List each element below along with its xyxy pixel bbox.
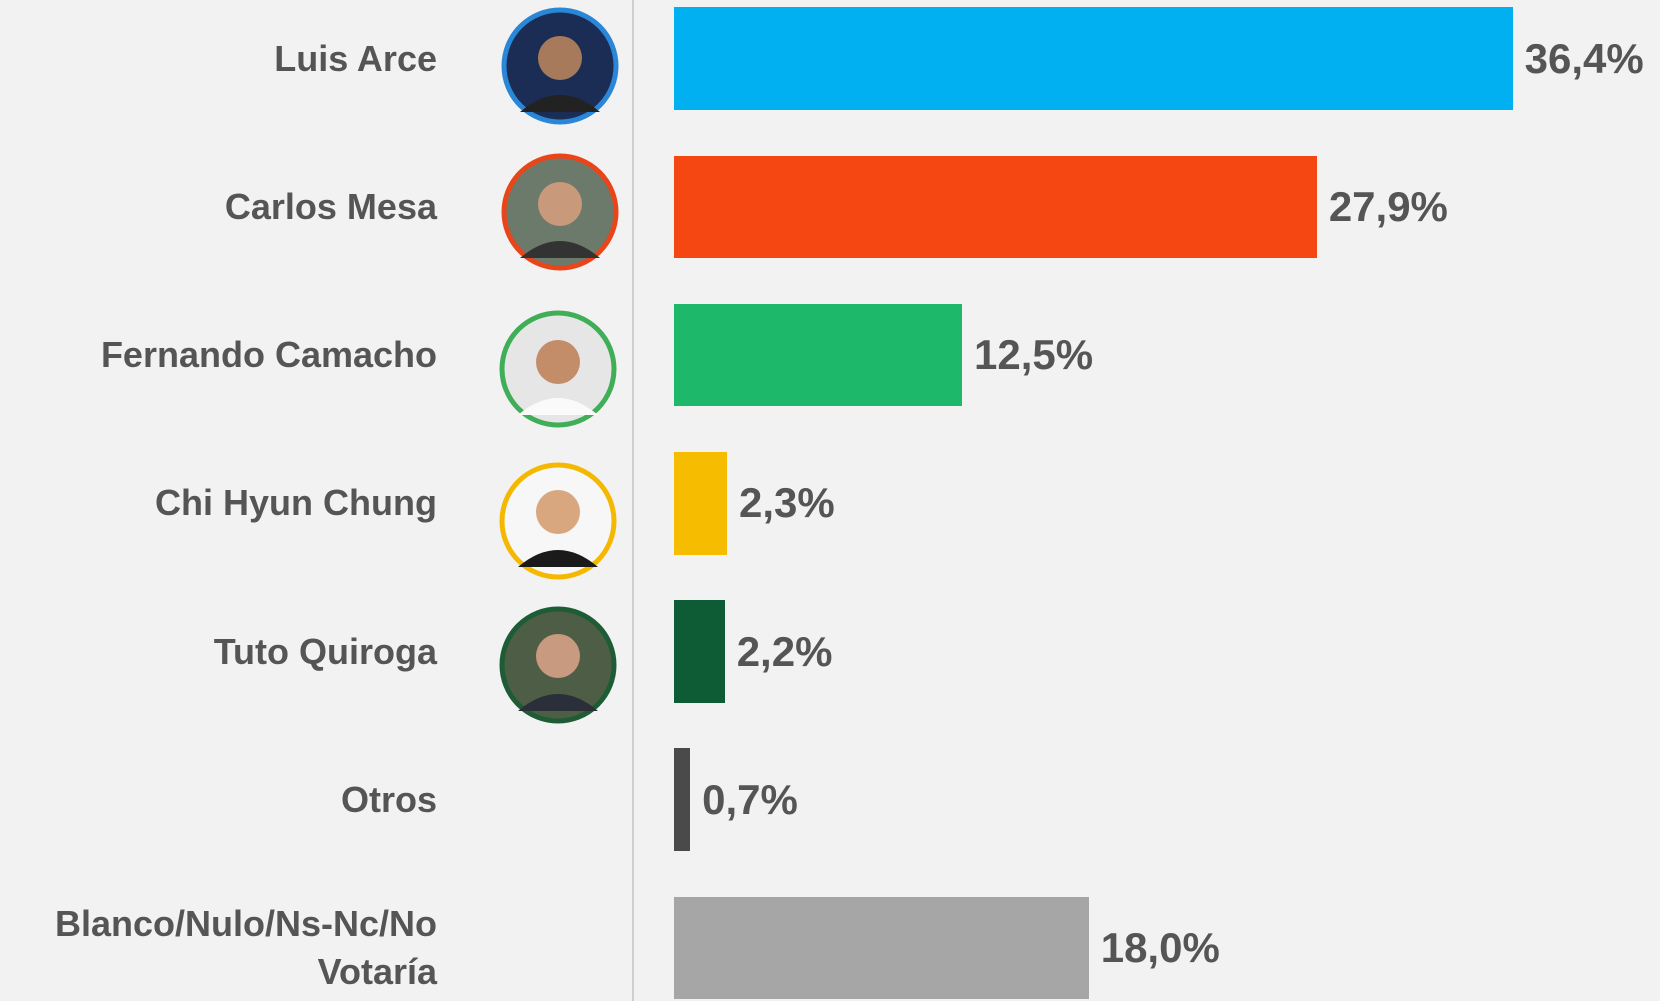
value-label: 36,4% [1524, 34, 1644, 82]
value-label: 0,7% [702, 775, 798, 823]
photo [499, 606, 617, 724]
value-label: 2,3% [738, 479, 835, 527]
photo [499, 462, 617, 580]
bar [674, 600, 725, 703]
category-label: Otros [340, 778, 437, 820]
bar [674, 452, 727, 555]
bar [674, 748, 691, 852]
category-label: Blanco/Nulo/Ns-Nc/No Votaría [54, 902, 437, 992]
photo [499, 310, 617, 428]
value-label: 18,0% [1100, 923, 1220, 971]
bar [674, 896, 1089, 1000]
bar [674, 303, 962, 407]
photo [501, 7, 619, 125]
value-label: 27,9% [1328, 182, 1448, 230]
category-label: Chi Hyun Chung [155, 482, 437, 524]
category-label: Fernando Camacho [100, 334, 437, 376]
bar [674, 7, 1513, 111]
category-label: Tuto Quiroga [213, 630, 437, 672]
axis-line [632, 0, 634, 1001]
category-label: Carlos Mesa [224, 185, 437, 227]
value-label: 12,5% [974, 331, 1094, 379]
value-label: 2,2% [736, 627, 833, 675]
category-label: Luis Arce [274, 37, 437, 79]
bar [674, 155, 1317, 259]
photo [501, 153, 619, 271]
photos [499, 7, 619, 724]
